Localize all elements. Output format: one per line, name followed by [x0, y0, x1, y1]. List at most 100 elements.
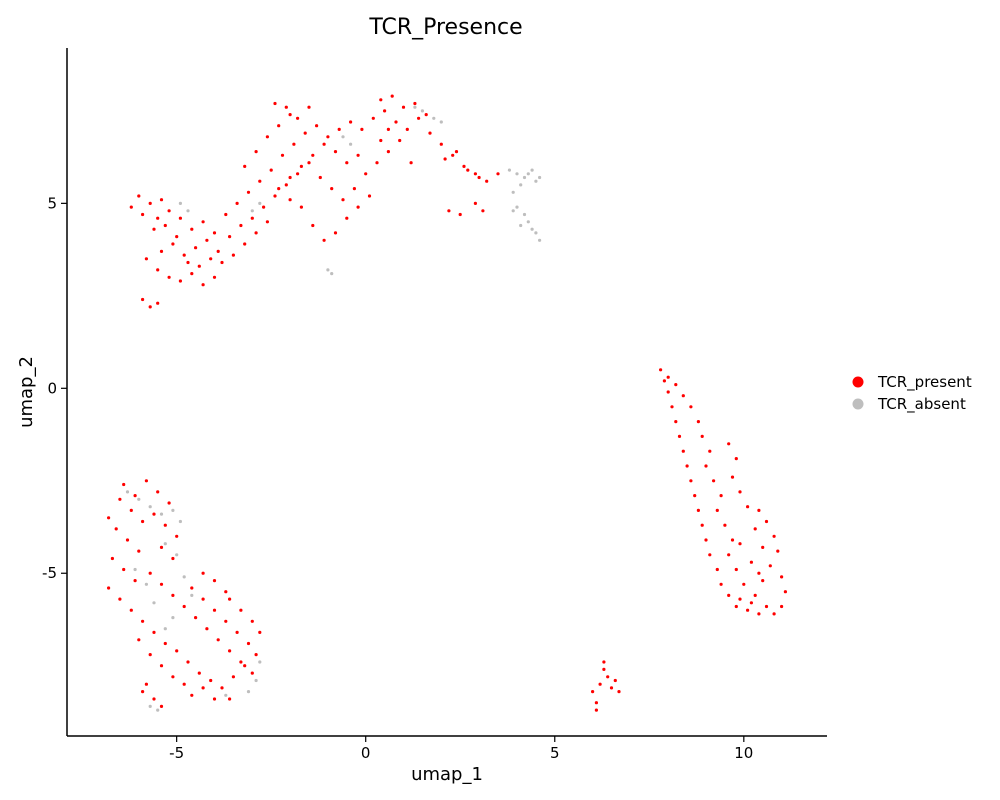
point-TCR_present-10	[212, 231, 217, 235]
point-TCR_present-23	[360, 127, 364, 131]
point-TCR_present-121	[129, 508, 133, 512]
point-TCR_absent-9	[526, 220, 530, 224]
point-TCR_absent-10	[530, 227, 534, 231]
y-axis-ticks: -5 0 5	[42, 194, 67, 582]
point-TCR_present-106	[473, 201, 477, 205]
point-TCR_present-33	[473, 172, 477, 176]
point-TCR_present-47	[159, 249, 164, 253]
point-TCR_present-172	[159, 704, 164, 709]
point-TCR_present-4	[141, 212, 145, 217]
point-TCR_absent-44	[148, 704, 152, 709]
point-TCR_present-90	[152, 227, 156, 231]
point-TCR_present-43	[220, 260, 224, 265]
point-TCR_present-123	[114, 527, 118, 531]
point-TCR_absent-2	[522, 175, 527, 180]
point-TCR_present-46	[156, 301, 160, 305]
point-TCR_present-182	[159, 664, 164, 668]
point-TCR_present-51	[205, 238, 209, 242]
point-TCR_present-257	[617, 690, 621, 694]
point-TCR_present-30	[439, 142, 443, 146]
point-TCR_present-72	[333, 231, 338, 235]
point-TCR_absent-49	[152, 601, 156, 605]
point-TCR_present-153	[156, 490, 160, 494]
point-TCR_present-184	[182, 682, 186, 686]
point-TCR_present-12	[235, 201, 239, 205]
point-TCR_present-122	[141, 519, 145, 524]
point-TCR_present-205	[734, 567, 738, 572]
point-TCR_present-65	[364, 172, 368, 176]
point-TCR_present-234	[681, 449, 685, 453]
point-TCR_present-258	[594, 708, 599, 712]
point-TCR_present-174	[190, 693, 194, 697]
x-axis-ticks: -5 0 5 10	[169, 736, 753, 762]
point-TCR_present-191	[666, 375, 670, 379]
point-TCR_present-13	[246, 190, 251, 194]
point-TCR_present-71	[322, 238, 326, 242]
point-TCR_present-125	[137, 549, 141, 553]
point-TCR_present-58	[284, 183, 288, 187]
point-TCR_present-215	[757, 508, 761, 512]
point-TCR_present-103	[477, 175, 481, 180]
point-TCR_absent-6	[511, 190, 515, 194]
point-TCR_absent-14	[511, 209, 515, 213]
point-TCR_absent-22	[439, 120, 443, 124]
point-TCR_present-139	[220, 686, 224, 690]
point-TCR_present-0	[137, 194, 141, 198]
point-TCR_present-225	[719, 582, 723, 586]
point-TCR_present-48	[171, 242, 175, 246]
point-TCR_present-209	[753, 593, 757, 598]
point-TCR_present-3	[129, 205, 133, 209]
point-TCR_present-102	[466, 168, 470, 172]
point-TCR_present-53	[228, 235, 232, 239]
point-TCR_present-226	[715, 567, 719, 572]
point-TCR_present-140	[231, 675, 235, 679]
point-TCR_present-238	[666, 390, 670, 394]
point-TCR_present-110	[356, 153, 360, 157]
point-TCR_present-185	[228, 697, 232, 701]
point-TCR_present-134	[163, 641, 167, 646]
point-TCR_present-186	[258, 630, 262, 635]
point-TCR_present-196	[700, 434, 704, 438]
point-TCR_present-164	[194, 616, 198, 620]
point-TCR_absent-40	[190, 593, 194, 598]
point-TCR_present-246	[761, 545, 765, 550]
point-TCR_present-240	[727, 442, 731, 446]
point-TCR_absent-37	[182, 575, 186, 579]
point-TCR_present-165	[205, 627, 209, 631]
legend-label-TCR_present: TCR_present	[877, 373, 972, 392]
point-TCR_present-214	[764, 519, 769, 524]
point-TCR_present-93	[186, 260, 190, 265]
point-TCR_present-66	[375, 161, 379, 165]
y-tick-label: 0	[47, 379, 57, 397]
point-TCR_present-229	[700, 523, 704, 527]
point-TCR_present-128	[133, 579, 137, 583]
point-TCR_present-105	[458, 212, 462, 217]
point-TCR_present-92	[175, 235, 179, 239]
point-TCR_present-15	[269, 168, 273, 172]
point-TCR_present-151	[224, 590, 228, 594]
point-TCR_present-20	[326, 135, 330, 139]
point-TCR_absent-19	[413, 105, 417, 109]
point-TCR_present-213	[772, 534, 776, 538]
point-TCR_present-114	[333, 150, 338, 154]
point-TCR_present-242	[730, 475, 735, 479]
point-TCR_present-50	[194, 246, 198, 250]
point-TCR_present-156	[163, 523, 167, 527]
point-TCR_present-177	[122, 482, 126, 487]
point-TCR_present-37	[156, 268, 160, 272]
point-TCR_present-115	[322, 142, 326, 146]
point-TCR_present-69	[409, 161, 413, 165]
point-TCR_present-154	[167, 501, 171, 505]
point-TCR_present-85	[379, 98, 383, 102]
point-TCR_present-149	[201, 571, 205, 575]
point-TCR_present-96	[231, 253, 235, 257]
point-TCR_present-223	[734, 604, 738, 609]
point-TCR_present-145	[224, 619, 228, 623]
point-TCR_present-49	[182, 253, 186, 257]
point-TCR_present-11	[224, 212, 228, 217]
point-TCR_present-64	[352, 187, 356, 191]
point-TCR_present-52	[216, 249, 220, 253]
points-layer	[107, 94, 788, 712]
point-TCR_present-159	[171, 556, 175, 561]
point-TCR_absent-20	[420, 109, 424, 113]
